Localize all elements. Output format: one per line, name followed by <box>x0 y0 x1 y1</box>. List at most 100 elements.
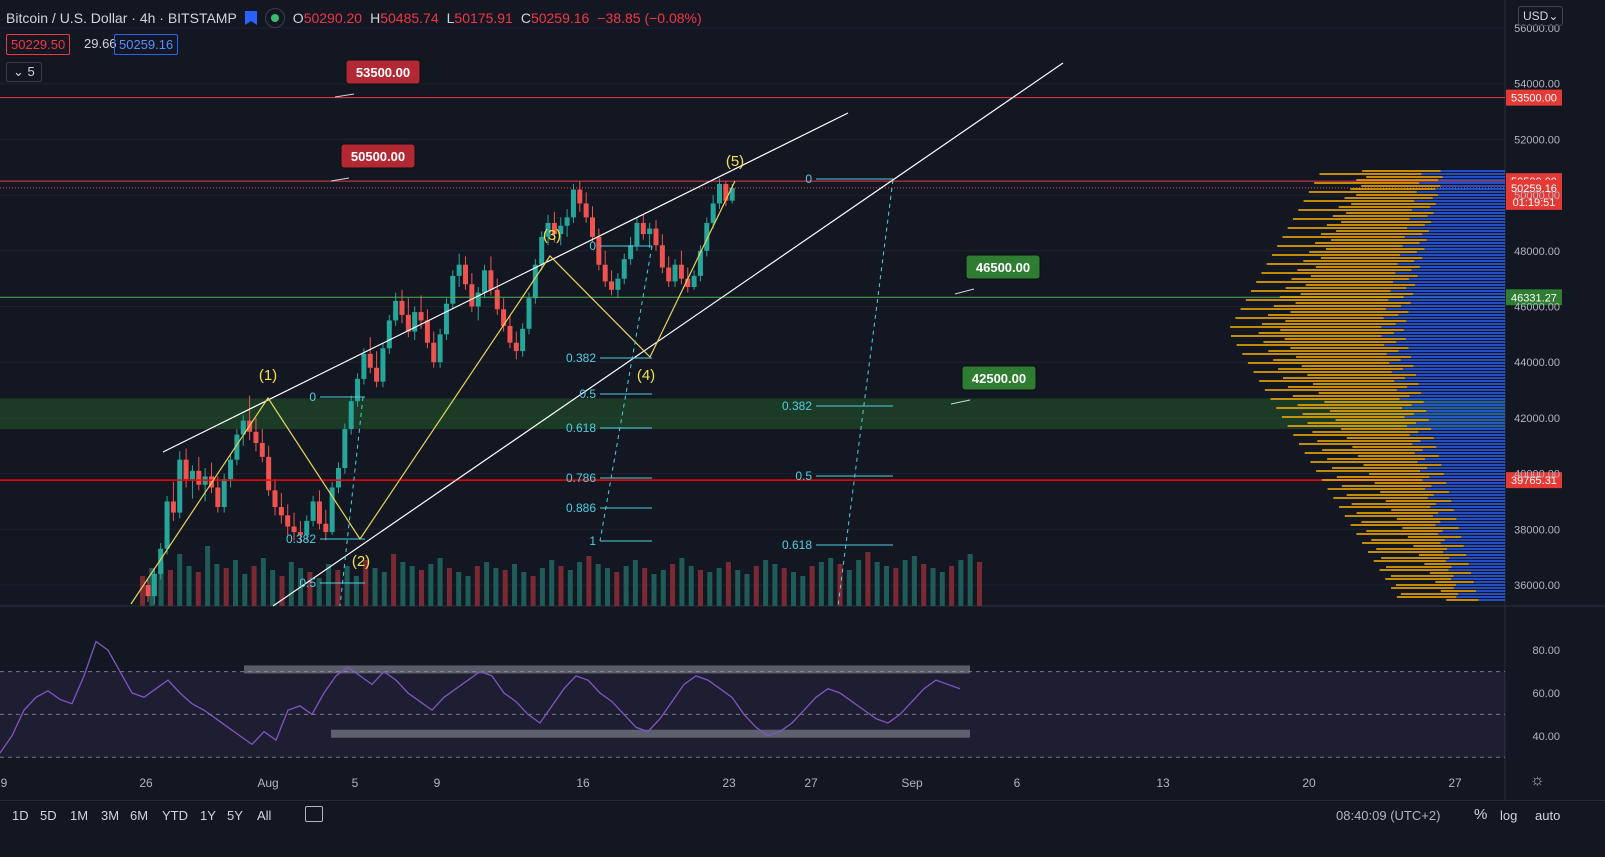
timeframe-button-5y[interactable]: 5Y <box>227 808 243 823</box>
volume-profile-bar <box>1424 248 1505 250</box>
volume-bar <box>911 556 917 606</box>
axis-level-label: 46331.27 <box>1511 292 1557 304</box>
price-tick-label: 44000.00 <box>1514 357 1560 369</box>
candle-body <box>577 189 583 204</box>
timeframe-button-5d[interactable]: 5D <box>40 808 57 823</box>
buy-button[interactable]: 50259.16 <box>114 34 179 55</box>
log-toggle[interactable]: log <box>1500 808 1518 823</box>
volume-bar <box>149 568 155 606</box>
trend-channel[interactable] <box>162 62 1064 607</box>
volume-profile-bar <box>1310 275 1418 277</box>
elliott-wave[interactable]: (1) (2) (3) (4) (5) <box>130 153 744 605</box>
chevron-down-icon: ⌄ <box>13 64 28 79</box>
candle <box>456 253 462 288</box>
market-status-icon[interactable] <box>264 8 285 28</box>
volume-profile-bar <box>1282 236 1405 238</box>
candle <box>558 217 564 246</box>
wave-path[interactable] <box>130 180 736 605</box>
volume-profile-bar <box>1388 299 1505 301</box>
volume-profile-bar <box>1400 305 1505 307</box>
callout-label: 50500.00 <box>351 149 405 164</box>
horizontal-levels[interactable] <box>0 97 1505 481</box>
volume-profile-bar <box>1478 599 1505 601</box>
volume-profile-bar <box>1430 506 1505 508</box>
current-price-label: 50259.16 <box>1511 183 1557 195</box>
volume-profile-bar <box>1404 416 1505 418</box>
candle <box>539 231 545 271</box>
candle-body <box>380 348 386 382</box>
volume-profile-bar <box>1473 581 1505 583</box>
price-callouts[interactable]: 53500.00 50500.00 46500.00 42500.00 <box>330 59 1041 405</box>
volume-profile-bar <box>1391 371 1505 373</box>
volume-profile-bar <box>1446 599 1479 601</box>
volume-bar <box>884 566 889 606</box>
volume-profile-bar <box>1422 233 1505 235</box>
currency-select[interactable]: USD⌄ <box>1518 6 1564 26</box>
symbol-title[interactable]: Bitcoin / U.S. Dollar · 4h · BITSTAMP <box>6 10 237 26</box>
candle <box>386 314 392 354</box>
volume-bar <box>474 566 480 606</box>
candle-body <box>367 353 373 368</box>
timeframe-button-3m[interactable]: 3M <box>101 808 120 823</box>
volume-bar <box>223 568 229 606</box>
volume-profile-bar <box>1442 176 1505 178</box>
flag-icon[interactable] <box>244 11 257 25</box>
close-label: C <box>520 10 531 26</box>
fib-level-label: 0.382 <box>782 399 812 413</box>
timeframe-button-1y[interactable]: 1Y <box>200 808 216 823</box>
price-tick-label: 50000.00 <box>1514 190 1560 202</box>
volume-profile-bar <box>1302 413 1414 415</box>
volume-profile-bar <box>1276 407 1403 409</box>
timeframe-button-all[interactable]: All <box>257 808 272 823</box>
percent-toggle[interactable]: % <box>1474 806 1488 823</box>
timeframe-button-1d[interactable]: 1D <box>12 808 29 823</box>
fib-retracement: 0 0.382 0.5 0.618 <box>782 172 894 607</box>
timeframe-button-6m[interactable]: 6M <box>130 808 149 823</box>
callout-pointer <box>950 399 971 405</box>
rsi-pane[interactable]: 80.00 60.00 40.00 <box>0 640 1560 758</box>
channel-lower-1[interactable] <box>272 62 1064 607</box>
volume-profile-bar <box>1287 425 1408 427</box>
channel-upper-1[interactable] <box>162 112 849 453</box>
volume-profile-bar <box>1300 293 1414 295</box>
volume-profile-bar <box>1381 557 1450 559</box>
volume-profile-bar <box>1438 533 1505 535</box>
candle <box>450 270 456 310</box>
low-value: 50175.91 <box>454 10 513 26</box>
calendar-icon[interactable] <box>305 806 323 822</box>
candle <box>564 209 570 237</box>
time-axis[interactable]: 9 26 Aug 5 9 16 23 27 Sep 6 13 20 27 <box>1 776 1462 790</box>
candle <box>596 228 602 271</box>
volume-profile-bar <box>1409 395 1505 397</box>
timeframe-button-ytd[interactable]: YTD <box>162 808 188 823</box>
indicators-toggle[interactable]: ⌄ 5 <box>6 62 42 82</box>
candle-body <box>266 456 272 491</box>
candle <box>202 468 208 502</box>
open-value: 50290.20 <box>303 10 363 26</box>
candle-body <box>310 501 316 521</box>
volume-profile-bar <box>1344 197 1433 199</box>
timeframe-button-1m[interactable]: 1M <box>70 808 89 823</box>
volume-profile-bar <box>1346 437 1434 439</box>
auto-toggle[interactable]: auto <box>1535 808 1561 823</box>
volume-profile-bar <box>1395 323 1505 325</box>
clock[interactable]: 08:40:09 (UTC+2) <box>1336 808 1441 823</box>
volume-profile-bar <box>1427 467 1505 469</box>
volume-profile-bar <box>1414 260 1505 262</box>
volume-profile-bar <box>1320 257 1423 259</box>
volume-profile-bar <box>1406 320 1505 322</box>
price-axis[interactable]: 53500.0050500.0046331.2739765.3150259.16… <box>1506 23 1562 592</box>
candle-body <box>240 420 246 435</box>
fib-retracements[interactable]: 0 0.382 0.5 0 0.382 0.5 0.618 0.786 0.886 1 0 0.382… <box>286 172 894 607</box>
volume-profile-bar <box>1394 380 1505 382</box>
callout-box <box>340 143 416 169</box>
sell-button[interactable]: 50229.50 <box>6 34 71 55</box>
volume-bar <box>465 576 471 606</box>
volume-bar <box>549 560 555 606</box>
volume-profile-bar <box>1273 305 1401 307</box>
candle <box>710 195 716 229</box>
settings-gear-icon[interactable]: ☼ <box>1530 772 1545 789</box>
candle-body <box>399 300 405 315</box>
candle-body <box>697 250 703 276</box>
